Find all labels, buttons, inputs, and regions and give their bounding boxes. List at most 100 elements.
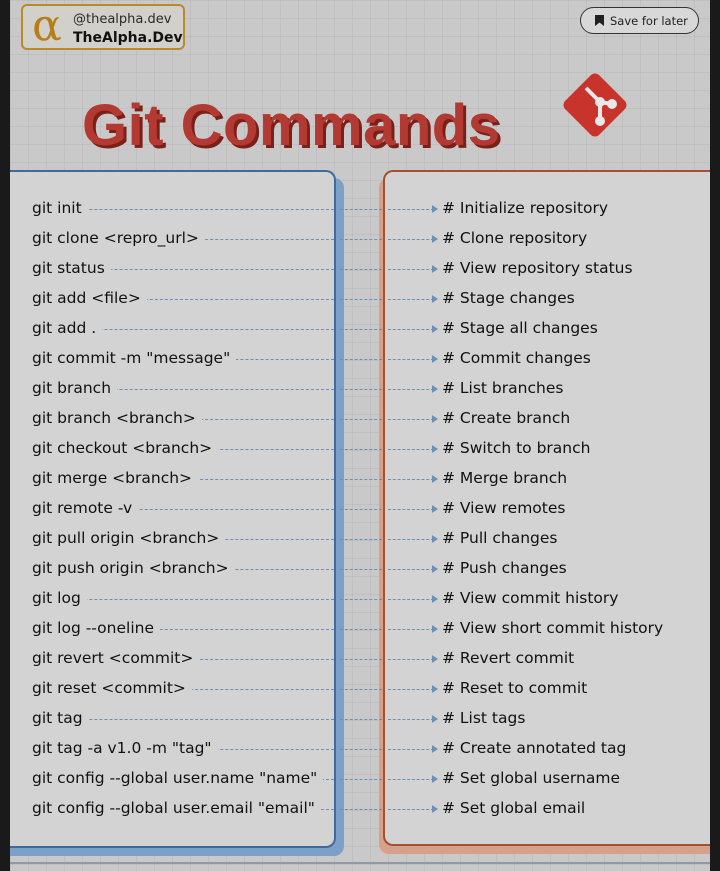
command-row: git branch # List branches (10, 376, 710, 406)
command-description: # Commit changes (442, 349, 591, 367)
arrow-right-icon (432, 355, 438, 363)
command-text: git log --oneline (32, 619, 160, 637)
command-row: git log # View commit history (10, 586, 710, 616)
command-description: # List tags (442, 709, 526, 727)
connector-line (340, 689, 382, 690)
command-description: # Set global email (442, 799, 586, 817)
command-description: # View short commit history (442, 619, 664, 637)
command-text: git clone <repro_url> (32, 229, 205, 247)
command-description: # Stage changes (442, 289, 575, 307)
command-description: # Create annotated tag (442, 739, 627, 757)
command-row: git checkout <branch> # Switch to branch (10, 436, 710, 466)
command-text: git merge <branch> (32, 469, 199, 487)
command-text: git tag -a v1.0 -m "tag" (32, 739, 218, 757)
command-row: git init # Initialize repository (10, 196, 710, 226)
brand-handle: @thealpha.dev (73, 12, 172, 27)
arrow-right-icon (432, 295, 438, 303)
command-description: # List branches (442, 379, 564, 397)
command-description: # Revert commit (442, 649, 575, 667)
command-text: git checkout <branch> (32, 439, 219, 457)
connector-line (340, 209, 382, 210)
arrow-right-icon (432, 715, 438, 723)
command-row: git tag # List tags (10, 706, 710, 736)
command-row: git config --global user.email "email" # … (10, 796, 710, 826)
descriptions-panel (383, 170, 710, 846)
connector-line (388, 419, 434, 420)
connector-line (388, 299, 434, 300)
arrow-right-icon (432, 805, 438, 813)
command-text: git tag (32, 709, 89, 727)
brand-badge[interactable]: α @thealpha.dev TheAlpha.Dev (21, 4, 185, 50)
git-logo-icon (563, 73, 627, 137)
connector-line (340, 269, 382, 270)
command-text: git branch (32, 379, 118, 397)
connector-line (340, 419, 382, 420)
connector-line (388, 509, 434, 510)
infographic-page: α @thealpha.dev TheAlpha.Dev Save for la… (10, 0, 710, 871)
arrow-right-icon (432, 595, 438, 603)
connector-line (388, 209, 434, 210)
connector-line (340, 809, 382, 810)
connector-line (340, 539, 382, 540)
arrow-right-icon (432, 775, 438, 783)
command-row: git push origin <branch> # Push changes (10, 556, 710, 586)
save-for-later-label: Save for later (610, 13, 688, 28)
connector-line (388, 239, 434, 240)
command-text: git init (32, 199, 88, 217)
command-description: # View commit history (442, 589, 619, 607)
command-text: git add <file> (32, 289, 147, 307)
connector-line (388, 449, 434, 450)
connector-line (388, 749, 434, 750)
command-list: git init # Initialize repository git clone… (10, 196, 710, 826)
command-row: git commit -m "message" # Commit changes (10, 346, 710, 376)
command-text: git branch <branch> (32, 409, 202, 427)
connector-line (388, 269, 434, 270)
arrow-right-icon (432, 745, 438, 753)
command-text: git config --global user.email "email" (32, 799, 321, 817)
command-row: git merge <branch> # Merge branch (10, 466, 710, 496)
command-description: # Switch to branch (442, 439, 591, 457)
alpha-logo-icon: α (32, 0, 62, 51)
connector-line (340, 659, 382, 660)
connector-line (34, 209, 334, 210)
connector-line (340, 359, 382, 360)
connector-line (388, 329, 434, 330)
connector-line (34, 629, 334, 630)
command-row: git add <file> # Stage changes (10, 286, 710, 316)
connector-line (388, 689, 434, 690)
connector-line (388, 629, 434, 630)
save-for-later-button[interactable]: Save for later (580, 7, 699, 34)
command-row: git remote -v # View remotes (10, 496, 710, 526)
command-description: # View remotes (442, 499, 566, 517)
command-row: git log --oneline # View short commit his… (10, 616, 710, 646)
command-row: git revert <commit> # Revert commit (10, 646, 710, 676)
connector-line (34, 509, 334, 510)
command-text: git add . (32, 319, 103, 337)
connector-line (34, 719, 334, 720)
connector-line (340, 719, 382, 720)
connector-line (388, 719, 434, 720)
command-description: # Initialize repository (442, 199, 609, 217)
command-description: # View repository status (442, 259, 633, 277)
command-row: git pull origin <branch> # Pull changes (10, 526, 710, 556)
connector-line (340, 599, 382, 600)
connector-line (388, 809, 434, 810)
command-text: git log (32, 589, 87, 607)
arrow-right-icon (432, 535, 438, 543)
command-description: # Merge branch (442, 469, 568, 487)
connector-line (340, 779, 382, 780)
command-description: # Stage all changes (442, 319, 598, 337)
command-row: git reset <commit> # Reset to commit (10, 676, 710, 706)
command-text: git pull origin <branch> (32, 529, 226, 547)
arrow-right-icon (432, 265, 438, 273)
connector-line (388, 359, 434, 360)
connector-line (340, 479, 382, 480)
arrow-right-icon (432, 205, 438, 213)
connector-line (388, 479, 434, 480)
connector-line (388, 569, 434, 570)
arrow-right-icon (432, 565, 438, 573)
arrow-right-icon (432, 655, 438, 663)
command-row: git add . # Stage all changes (10, 316, 710, 346)
connector-line (34, 329, 334, 330)
connector-line (340, 449, 382, 450)
